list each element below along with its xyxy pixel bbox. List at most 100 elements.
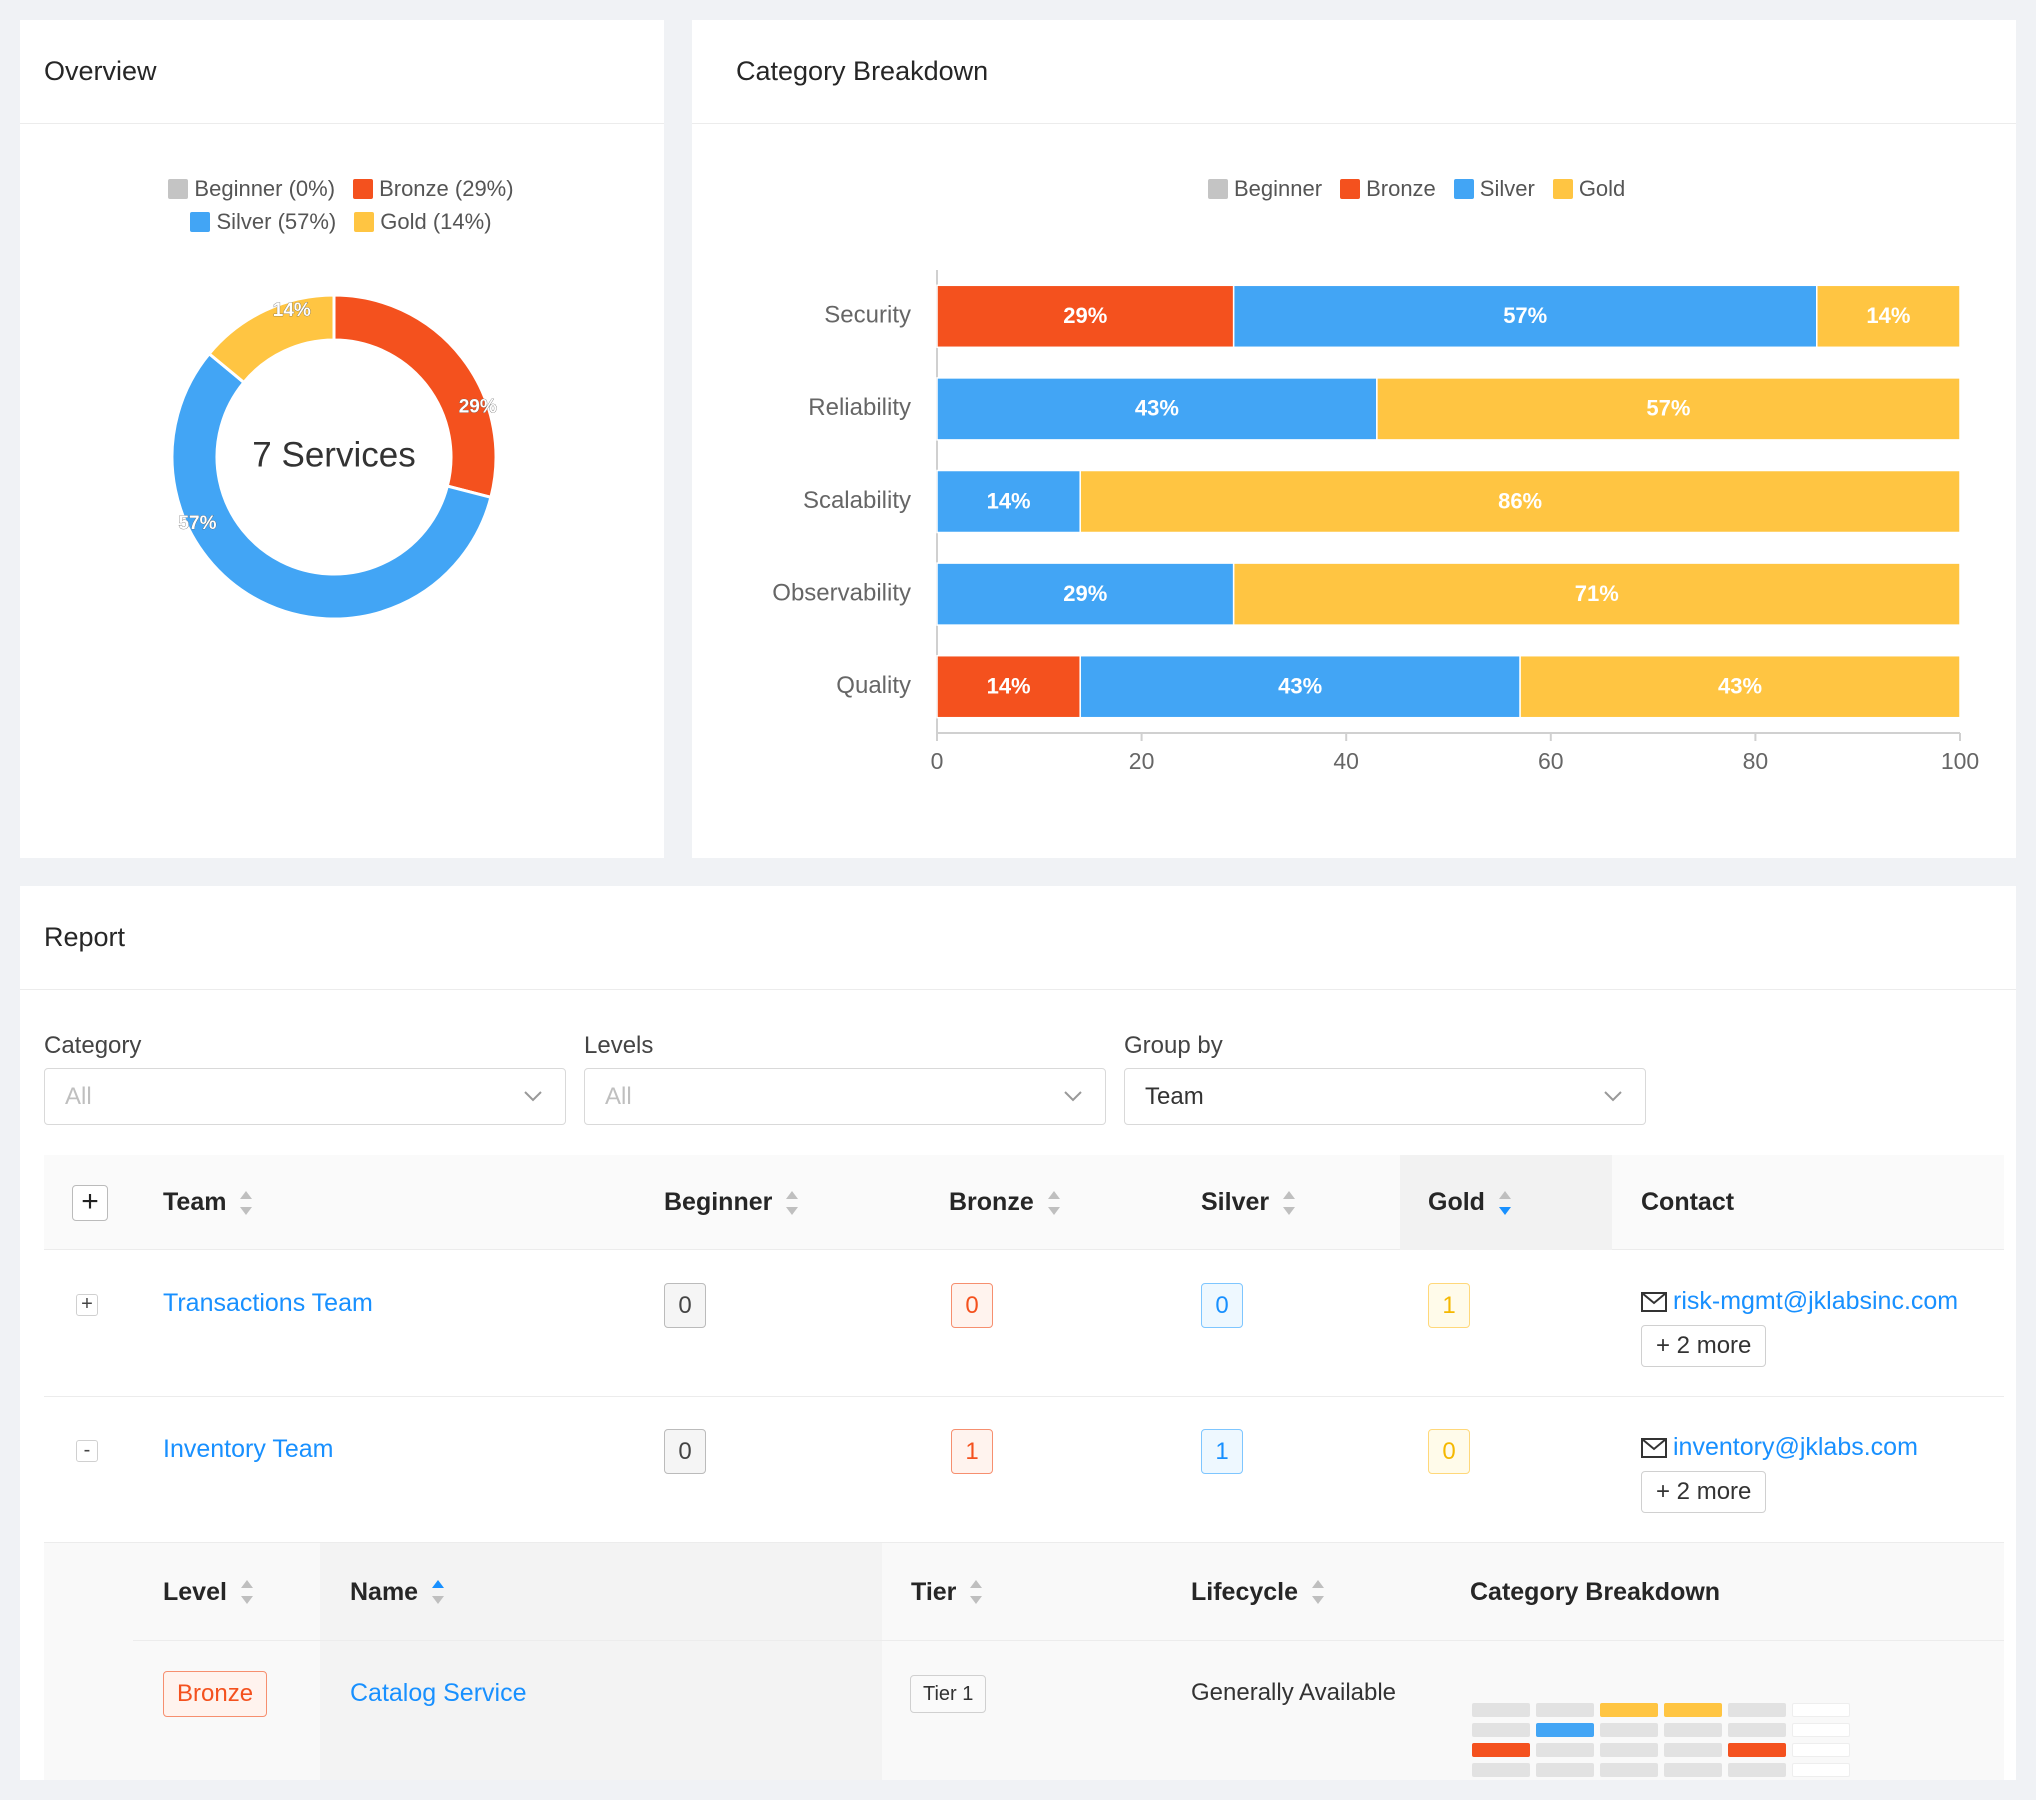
bar-segment-silver[interactable] (1232, 284, 1818, 349)
silver-count-badge: 1 (1201, 1429, 1243, 1474)
bar-segment-gold[interactable] (1816, 284, 1961, 349)
collapse-row-button[interactable]: - (76, 1440, 98, 1462)
legend-item-silver[interactable]: Silver (1453, 172, 1535, 205)
legend-label: Silver (1479, 175, 1535, 201)
breakdown-cell (1664, 1763, 1722, 1777)
legend-item-beginner[interactable]: Beginner (1208, 172, 1322, 205)
contact-email-text: risk-mgmt@jklabsinc.com (1673, 1287, 1959, 1315)
column-header-name[interactable]: Name (350, 1543, 445, 1641)
team-link[interactable]: Transactions Team (163, 1289, 373, 1317)
legend-swatch (1208, 178, 1228, 199)
breakdown-cell (1600, 1743, 1658, 1757)
sort-icon (786, 1190, 799, 1215)
lifecycle-value: Generally Available (1191, 1679, 1397, 1706)
donut-slice-silver[interactable] (170, 351, 493, 621)
mail-icon (1641, 1437, 1667, 1458)
legend-label: Silver (57%) (216, 208, 337, 234)
team-link[interactable]: Inventory Team (163, 1435, 334, 1463)
sort-icon (1312, 1580, 1325, 1604)
legend-item-beginner[interactable]: Beginner (0%) (168, 172, 335, 205)
breakdown-cell (1536, 1763, 1594, 1777)
column-header-label: Level (163, 1577, 227, 1606)
service-name-link[interactable]: Catalog Service (350, 1679, 527, 1707)
service-subtable: Level Name Tier Lifecycle Category Break… (44, 1543, 2004, 1780)
breakdown-cell (1472, 1763, 1530, 1777)
overview-title: Overview (44, 56, 157, 86)
legend-swatch (190, 211, 211, 232)
column-header-silver[interactable]: Silver (1201, 1155, 1296, 1250)
column-header-label: Gold (1428, 1188, 1485, 1216)
legend-item-silver[interactable]: Silver (57%) (190, 205, 336, 238)
y-tick-label: Observability (772, 579, 911, 606)
bronze-count-badge: 0 (951, 1283, 993, 1328)
column-header-beginner[interactable]: Beginner (664, 1155, 799, 1250)
legend-swatch (353, 178, 374, 199)
levels-select-value: All (605, 1083, 632, 1110)
breakdown-cell (1664, 1743, 1722, 1757)
donut-slice-label: 29% (459, 397, 497, 418)
legend-swatch (354, 211, 375, 232)
y-tick-label: Quality (836, 672, 911, 699)
legend-item-bronze[interactable]: Bronze (29%) (353, 172, 514, 205)
legend-item-bronze[interactable]: Bronze (1340, 172, 1436, 205)
breakdown-cell (1728, 1763, 1786, 1777)
column-header-tier[interactable]: Tier (911, 1543, 983, 1641)
expand-all-button[interactable]: + (72, 1185, 108, 1221)
group-by-filter-label: Group by (1124, 1032, 1223, 1059)
y-tick-label: Reliability (808, 394, 911, 421)
bar-data-label: 43% (1278, 674, 1322, 699)
silver-count-badge: 0 (1201, 1283, 1243, 1328)
bar-data-label: 14% (1866, 303, 1910, 328)
gold-column-sorted-bg (1400, 1155, 1612, 1250)
bar-segment-gold[interactable] (1519, 654, 1961, 719)
levels-select[interactable]: All (584, 1068, 1106, 1125)
x-tick-label: 0 (931, 748, 944, 774)
category-breakdown-card: Category Breakdown Beginner Bronze Silve… (692, 20, 2016, 858)
chevron-down-icon (524, 1091, 542, 1102)
column-header-label: Bronze (949, 1188, 1034, 1216)
category-breakdown-title: Category Breakdown (736, 56, 989, 86)
breakdown-cell (1792, 1743, 1850, 1757)
contact-email-text: inventory@jklabs.com (1673, 1433, 1918, 1461)
column-header-lifecycle[interactable]: Lifecycle (1191, 1543, 1325, 1641)
bar-data-label: 29% (1063, 303, 1107, 328)
column-header-bronze[interactable]: Bronze (949, 1155, 1060, 1250)
legend-swatch (1552, 178, 1573, 199)
overview-card: Overview Beginner (0%) Bronze (29%) Silv… (20, 20, 664, 858)
mail-icon (1641, 1291, 1667, 1312)
expand-row-button[interactable]: + (76, 1294, 98, 1316)
legend-label: Gold (1578, 175, 1626, 201)
bar-segment-bronze[interactable] (936, 654, 1081, 719)
column-header-level[interactable]: Level (163, 1543, 253, 1641)
legend-item-gold[interactable]: Gold (14%) (354, 205, 492, 238)
breakdown-legend: Beginner Bronze Silver Gold (1208, 172, 1643, 205)
bar-segment-bronze[interactable] (936, 284, 1235, 349)
breakdown-cell (1664, 1723, 1722, 1737)
y-tick-label: Scalability (803, 487, 911, 514)
bar-segment-gold[interactable] (1232, 562, 1961, 626)
bar-segment-silver[interactable] (936, 377, 1378, 441)
legend-item-gold[interactable]: Gold (1552, 172, 1626, 205)
sort-icon (970, 1580, 983, 1604)
report-table-header: + Team Beginner Bronze Silver Gold Conta… (44, 1155, 2004, 1250)
bar-segment-gold[interactable] (1376, 377, 1961, 441)
group-by-select[interactable]: Team (1124, 1068, 1646, 1125)
bar-segment-silver[interactable] (936, 562, 1235, 626)
contact-email[interactable]: risk-mgmt@jklabsinc.com (1641, 1287, 1958, 1316)
more-contacts-button[interactable]: + 2 more (1641, 1471, 1767, 1513)
bar-segment-gold[interactable] (1079, 469, 1961, 534)
column-header-contact: Contact (1641, 1155, 1734, 1250)
legend-label: Beginner (0%) (194, 175, 336, 201)
contact-email[interactable]: inventory@jklabs.com (1641, 1433, 1918, 1462)
donut-slice-gold[interactable] (207, 293, 336, 385)
sort-icon (1047, 1190, 1060, 1215)
column-header-team[interactable]: Team (163, 1155, 253, 1250)
breakdown-cell (1728, 1743, 1786, 1757)
column-header-gold[interactable]: Gold (1428, 1155, 1511, 1250)
more-contacts-button[interactable]: + 2 more (1641, 1325, 1767, 1367)
bar-data-label: 43% (1135, 396, 1179, 421)
x-tick-label: 80 (1743, 748, 1769, 774)
divider (20, 989, 2016, 990)
category-select[interactable]: All (44, 1068, 566, 1125)
bar-segment-silver[interactable] (1079, 654, 1521, 719)
